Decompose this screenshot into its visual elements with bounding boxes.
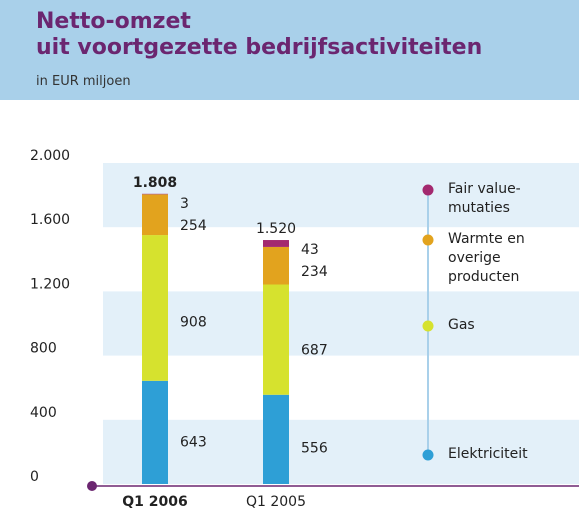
bar-segment xyxy=(142,235,168,381)
y-tick-label: 0 xyxy=(30,469,39,485)
y-tick-label: 2.000 xyxy=(30,148,70,164)
legend-dot xyxy=(422,320,434,332)
title: Netto-omzet xyxy=(36,9,191,34)
value-label: 254 xyxy=(180,218,207,234)
title: uit voortgezette bedrijfsactiviteiten xyxy=(36,35,483,60)
total-label: 1.520 xyxy=(256,221,296,237)
value-label: 43 xyxy=(301,242,319,258)
value-label: 908 xyxy=(180,315,207,331)
bar-segment xyxy=(263,394,289,484)
value-label: 234 xyxy=(301,264,328,280)
bar-segment xyxy=(142,380,168,484)
value-label: 556 xyxy=(301,440,328,456)
x-tick-label: Q1 2006 xyxy=(122,494,187,510)
axis-dot xyxy=(87,481,97,491)
subtitle: in EUR miljoen xyxy=(36,74,131,89)
x-tick-label: Q1 2005 xyxy=(246,494,306,510)
grid-band xyxy=(103,163,579,228)
legend-dot xyxy=(422,449,434,461)
bar-segment xyxy=(263,240,289,247)
value-label: 3 xyxy=(180,196,189,212)
legend-label: Fair value-mutaties xyxy=(448,181,521,216)
bar-segment xyxy=(142,194,168,236)
legend-label: Warmte en overige producten xyxy=(448,231,525,285)
total-label: 1.808 xyxy=(133,175,177,191)
legend-dot xyxy=(422,184,434,196)
header: Netto-omzet uit voortgezette bedrijfsact… xyxy=(0,0,579,100)
y-tick-label: 1.200 xyxy=(30,276,70,292)
legend-label: Gas xyxy=(448,317,475,333)
bar-segment xyxy=(263,284,289,395)
y-tick-label: 400 xyxy=(30,405,57,421)
grid-band xyxy=(103,419,579,484)
y-tick-label: 800 xyxy=(30,341,57,357)
legend-dot xyxy=(422,234,434,246)
grid-band xyxy=(103,291,579,356)
legend-label: Elektriciteit xyxy=(448,446,528,462)
value-label: 687 xyxy=(301,343,328,359)
bar-segment xyxy=(263,246,289,285)
y-tick-label: 1.600 xyxy=(30,212,70,228)
value-label: 643 xyxy=(180,435,207,451)
